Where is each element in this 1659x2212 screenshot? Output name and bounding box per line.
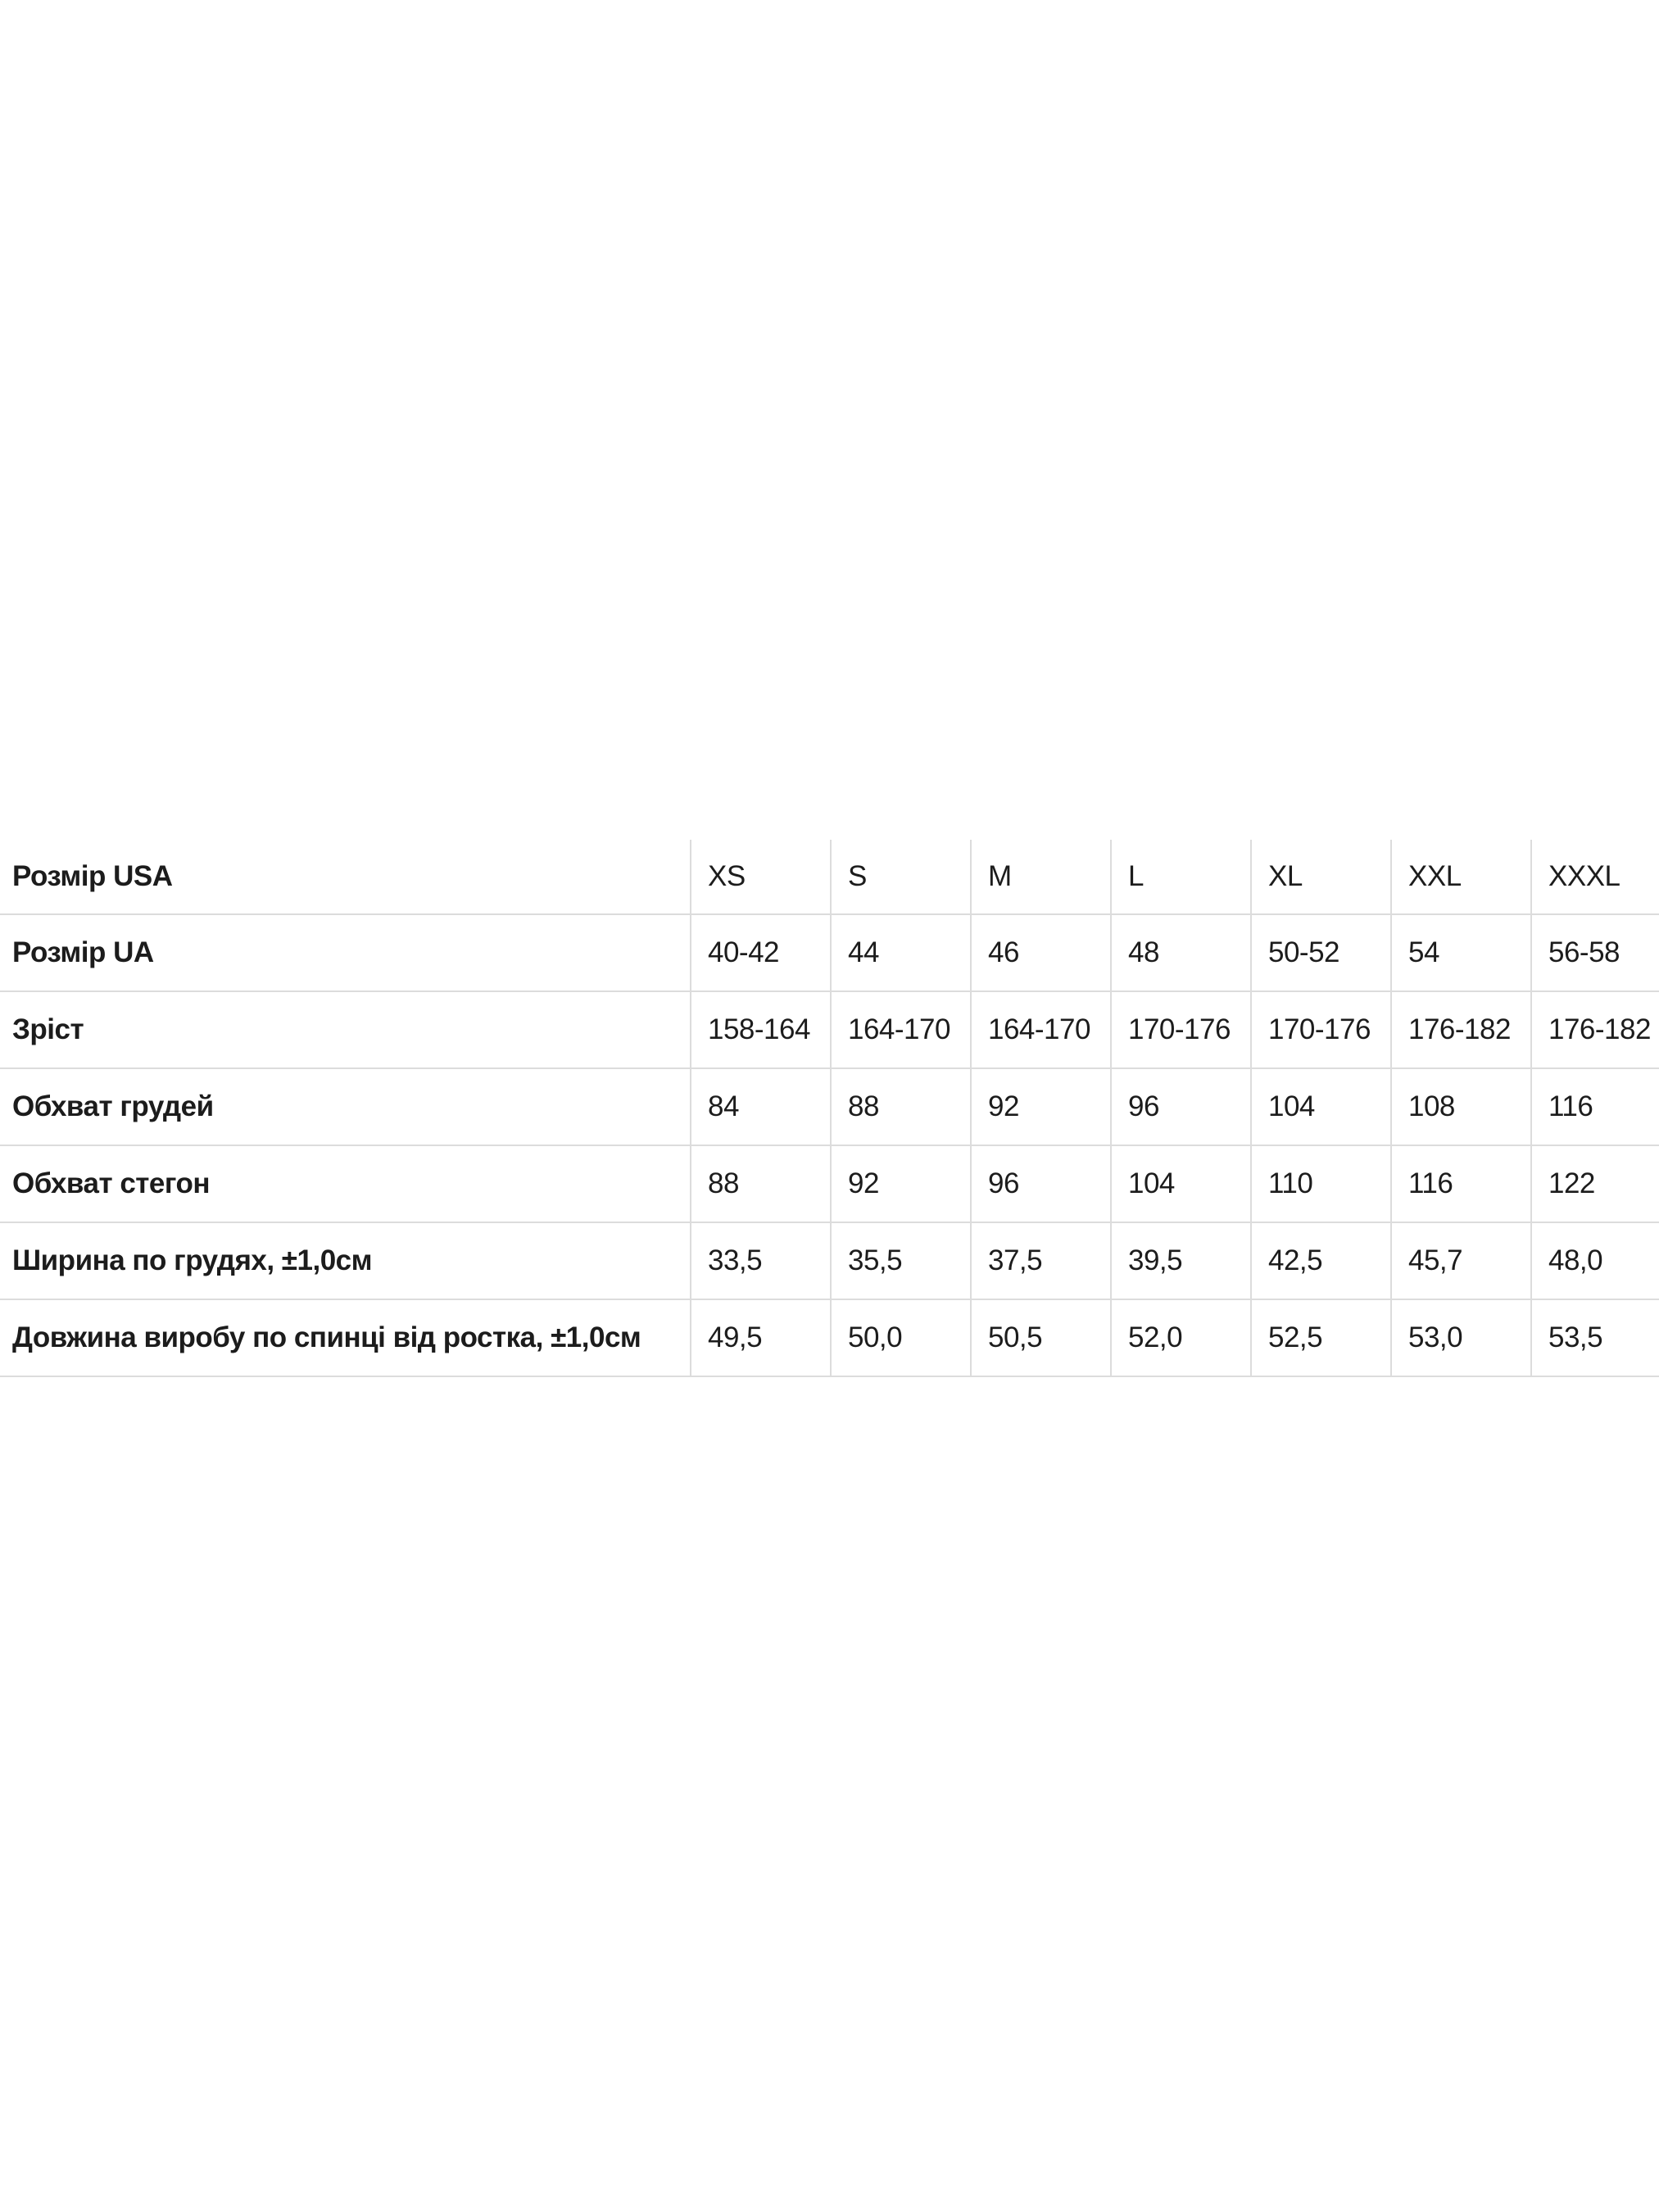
- row-label: Обхват грудей: [0, 1068, 691, 1146]
- table-cell: 170-176: [1110, 991, 1251, 1069]
- table-cell: 164-170: [830, 991, 971, 1069]
- table-cell: 170-176: [1250, 991, 1391, 1069]
- table-row: Ширина по грудях, ±1,0см 33,5 35,5 37,5 39,5…: [0, 1222, 1659, 1300]
- row-label: Зріст: [0, 991, 691, 1069]
- table-cell: 88: [830, 1068, 971, 1146]
- table-cell: 116: [1390, 1145, 1531, 1223]
- table-cell: S: [830, 840, 971, 915]
- table-cell: 108: [1390, 1068, 1531, 1146]
- table-cell: 104: [1110, 1145, 1251, 1223]
- row-label: Обхват стегон: [0, 1145, 691, 1223]
- table-cell: 176-182: [1530, 991, 1659, 1069]
- table-cell: 48,0: [1530, 1222, 1659, 1300]
- table-cell: 45,7: [1390, 1222, 1531, 1300]
- table-row: Довжина виробу по спинці від ростка, ±1,…: [0, 1299, 1659, 1377]
- size-chart-table: Розмір USA XS S M L XL XXL XXXL Розмір UA 40-42 44…: [0, 840, 1659, 1377]
- row-label: Довжина виробу по спинці від ростка, ±1,…: [0, 1299, 691, 1377]
- table-cell: 35,5: [830, 1222, 971, 1300]
- table-cell: L: [1110, 840, 1251, 915]
- table-cell: 53,5: [1530, 1299, 1659, 1377]
- table-cell: 48: [1110, 914, 1251, 992]
- table-cell: 50-52: [1250, 914, 1391, 992]
- table-cell: 50,5: [970, 1299, 1111, 1377]
- table-cell: 84: [690, 1068, 831, 1146]
- table-cell: 164-170: [970, 991, 1111, 1069]
- table-cell: 39,5: [1110, 1222, 1251, 1300]
- table-cell: 42,5: [1250, 1222, 1391, 1300]
- table-row: Обхват грудей 84 88 92 96 104 108 116: [0, 1068, 1659, 1146]
- table-cell: M: [970, 840, 1111, 915]
- table-cell: 96: [1110, 1068, 1251, 1146]
- row-label: Розмір UA: [0, 914, 691, 992]
- table-cell: 40-42: [690, 914, 831, 992]
- table-cell: 37,5: [970, 1222, 1111, 1300]
- table-cell: 52,0: [1110, 1299, 1251, 1377]
- table-cell: 33,5: [690, 1222, 831, 1300]
- table-row: Обхват стегон 88 92 96 104 110 116 122: [0, 1145, 1659, 1223]
- table-cell: 53,0: [1390, 1299, 1531, 1377]
- table-cell: 46: [970, 914, 1111, 992]
- table-cell: 92: [970, 1068, 1111, 1146]
- table-cell: 92: [830, 1145, 971, 1223]
- table-cell: 44: [830, 914, 971, 992]
- table-row: Розмір UA 40-42 44 46 48 50-52 54 56-58: [0, 914, 1659, 992]
- row-label: Ширина по грудях, ±1,0см: [0, 1222, 691, 1300]
- table-cell: XS: [690, 840, 831, 915]
- table-cell: 50,0: [830, 1299, 971, 1377]
- table-cell: 104: [1250, 1068, 1391, 1146]
- table-cell: XL: [1250, 840, 1391, 915]
- table-cell: 49,5: [690, 1299, 831, 1377]
- table-cell: 116: [1530, 1068, 1659, 1146]
- table-cell: 158-164: [690, 991, 831, 1069]
- table-cell: 96: [970, 1145, 1111, 1223]
- table-cell: 176-182: [1390, 991, 1531, 1069]
- table-cell: 88: [690, 1145, 831, 1223]
- table-cell: 54: [1390, 914, 1531, 992]
- table-cell: 56-58: [1530, 914, 1659, 992]
- table-cell: XXL: [1390, 840, 1531, 915]
- table-cell: XXXL: [1530, 840, 1659, 915]
- table-cell: 52,5: [1250, 1299, 1391, 1377]
- table-cell: 110: [1250, 1145, 1391, 1223]
- table-row: Зріст 158-164 164-170 164-170 170-176 170-176…: [0, 991, 1659, 1069]
- table-row: Розмір USA XS S M L XL XXL XXXL: [0, 840, 1659, 915]
- row-label: Розмір USA: [0, 840, 691, 915]
- table-cell: 122: [1530, 1145, 1659, 1223]
